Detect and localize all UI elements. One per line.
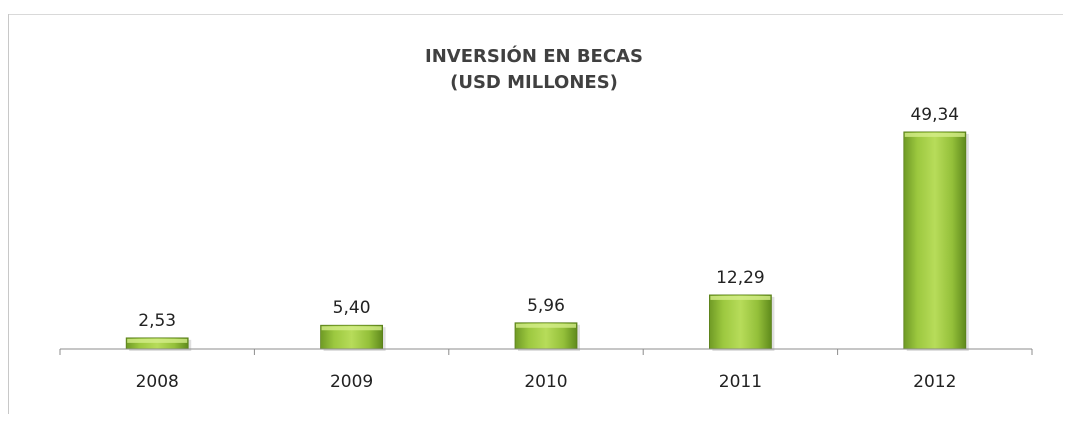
data-label-2009: 5,40 — [333, 298, 371, 318]
data-label-2011: 12,29 — [716, 268, 765, 288]
chart-title-block: INVERSIÓN EN BECAS (USD MILLONES) — [0, 44, 1068, 96]
x-tick-label-2009: 2009 — [330, 372, 373, 392]
bar-series — [125, 131, 969, 351]
x-tick-label-2011: 2011 — [719, 372, 762, 392]
chart-subtitle: (USD MILLONES) — [450, 72, 618, 93]
bar-highlight — [904, 132, 965, 137]
bar-highlight — [127, 338, 188, 343]
bar-2012 — [903, 131, 967, 350]
chart-title: INVERSIÓN EN BECAS — [425, 46, 643, 67]
data-label-2012: 49,34 — [910, 105, 959, 125]
bar-2011 — [709, 294, 772, 350]
x-tick-label-2012: 2012 — [913, 372, 956, 392]
data-label-2008: 2,53 — [138, 311, 176, 331]
x-axis: 2008 2009 2010 2011 2012 — [59, 348, 1033, 392]
bar-highlight — [321, 326, 382, 331]
data-label-2010: 5,96 — [527, 296, 565, 316]
data-labels: 2,53 5,40 5,96 12,29 49,34 — [138, 105, 959, 331]
x-tick-label-2008: 2008 — [136, 372, 179, 392]
x-tick-label-2010: 2010 — [524, 372, 567, 392]
frame-border-left — [8, 14, 9, 414]
bar-highlight — [710, 295, 771, 300]
frame-border-top — [8, 14, 1063, 15]
bar-highlight — [516, 323, 576, 328]
